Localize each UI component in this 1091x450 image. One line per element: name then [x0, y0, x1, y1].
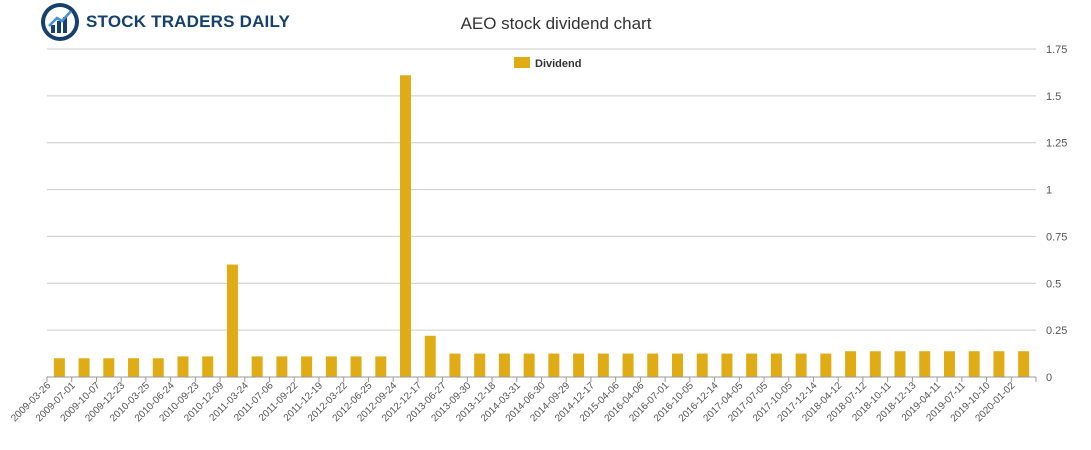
bar	[795, 353, 807, 377]
bar	[78, 358, 90, 377]
bar	[746, 353, 758, 377]
legend-swatch-dividend	[514, 57, 530, 68]
bar	[449, 353, 461, 377]
y-tick-label: 0.25	[1046, 325, 1067, 337]
bar	[498, 353, 510, 377]
y-tick-label: 1.75	[1046, 44, 1067, 56]
y-tick-label: 0.5	[1046, 278, 1061, 290]
bar	[597, 353, 609, 377]
legend-label-dividend: Dividend	[535, 58, 581, 70]
bar	[1018, 351, 1030, 377]
bar	[128, 358, 140, 377]
bar	[523, 353, 535, 377]
bar	[671, 353, 683, 377]
bar	[845, 351, 857, 377]
y-tick-label: 1.25	[1046, 138, 1067, 150]
bar	[226, 264, 238, 377]
y-axis: 0 0.25 0.5 0.75 1 1.25 1.5 1.75	[1046, 44, 1067, 384]
grid	[47, 48, 1036, 378]
bar	[968, 351, 980, 377]
bar	[770, 353, 782, 377]
bar	[424, 335, 436, 377]
bar	[251, 356, 263, 377]
logo-icon	[41, 3, 79, 41]
bar	[276, 356, 288, 377]
bar	[202, 356, 214, 377]
bar	[696, 353, 708, 377]
bar	[943, 351, 955, 377]
y-tick-label: 1	[1046, 185, 1052, 197]
y-tick-label: 1.5	[1046, 91, 1061, 103]
bars	[53, 75, 1030, 378]
bar	[177, 356, 189, 377]
bar	[375, 356, 387, 377]
logo-text: STOCK TRADERS DAILY	[86, 12, 291, 31]
bar	[993, 351, 1005, 377]
bar	[53, 358, 65, 377]
bar	[869, 351, 881, 377]
bar	[894, 351, 906, 377]
bar	[152, 358, 164, 377]
bar	[647, 353, 659, 377]
logo: STOCK TRADERS DAILY	[40, 2, 290, 42]
bar	[573, 353, 585, 377]
bar	[325, 356, 337, 377]
bar	[301, 356, 313, 377]
bar	[820, 353, 832, 377]
bar	[400, 75, 412, 378]
y-tick-label: 0	[1046, 372, 1052, 384]
bar	[474, 353, 486, 377]
bar	[721, 353, 733, 377]
y-tick-label: 0.75	[1046, 231, 1067, 243]
chart-title: AEO stock dividend chart	[461, 14, 652, 33]
bar	[103, 358, 115, 377]
bar	[548, 353, 560, 377]
bar	[350, 356, 362, 377]
legend: Dividend	[514, 57, 581, 70]
bar	[919, 351, 931, 377]
x-axis: 2009-03-262009-07-012009-10-072009-12-23…	[9, 376, 1037, 424]
bar	[622, 353, 634, 377]
